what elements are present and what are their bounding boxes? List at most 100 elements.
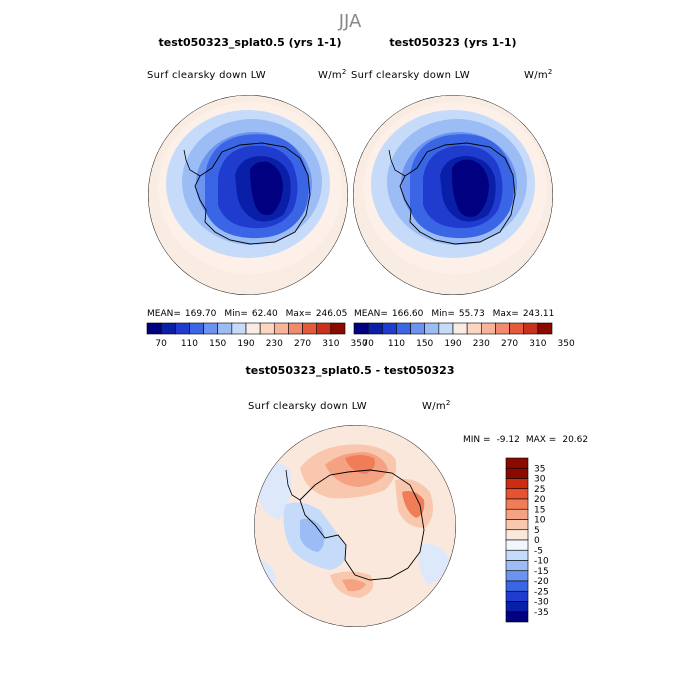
colorbar-tick-label: 30 bbox=[534, 475, 546, 485]
colorbar-swatch bbox=[288, 322, 303, 335]
panel-model: test050323_splat0.5 (yrs 1-1) Surf clear… bbox=[146, 36, 368, 349]
colorbar-swatch bbox=[505, 549, 529, 561]
colorbar-swatch bbox=[505, 580, 529, 592]
colorbar-swatch bbox=[231, 322, 247, 335]
colorbar-swatch bbox=[381, 322, 397, 335]
colorbar-tick-label: 0 bbox=[534, 536, 540, 546]
colorbar-tick-label: 270 bbox=[501, 339, 518, 349]
colorbar-swatch bbox=[273, 322, 289, 335]
colorbar-swatch bbox=[505, 570, 529, 582]
colorbar-swatch bbox=[367, 322, 383, 335]
colorbar-tick-label: 270 bbox=[294, 339, 311, 349]
colorbar-tick-label: -35 bbox=[534, 608, 549, 618]
colorbar-swatch bbox=[505, 488, 529, 500]
panel-difference: test050323_splat0.5 - test050323 Surf cl… bbox=[246, 364, 588, 627]
colorbar-swatch bbox=[480, 322, 496, 335]
colorbar-tick-label: 20 bbox=[534, 495, 546, 505]
panel-control-colorbar-ticks: 70 110 150 190 230 270 310 350 bbox=[362, 339, 575, 349]
colorbar-swatch bbox=[505, 478, 529, 490]
colorbar-swatch bbox=[217, 322, 233, 335]
colorbar-swatch bbox=[505, 539, 529, 551]
colorbar-tick-label: 70 bbox=[362, 339, 374, 349]
colorbar-swatch bbox=[505, 508, 529, 520]
colorbar-tick-label: 190 bbox=[444, 339, 461, 349]
colorbar-tick-label: 310 bbox=[529, 339, 546, 349]
panel-model-stats: MEAN= 169.70 Min= 62.40 Max= 246.05 bbox=[147, 309, 347, 319]
panel-difference-map bbox=[254, 425, 456, 627]
colorbar-tick-label: 110 bbox=[181, 339, 198, 349]
panel-control-colorbar bbox=[353, 322, 553, 335]
colorbar-tick-label: 230 bbox=[266, 339, 283, 349]
colorbar-swatch bbox=[505, 467, 529, 479]
colorbar-swatch bbox=[509, 322, 525, 335]
panel-model-units: W/m2 bbox=[318, 68, 347, 81]
colorbar-swatch bbox=[330, 322, 346, 335]
colorbar-swatch bbox=[410, 322, 426, 335]
colorbar-tick-label: 25 bbox=[534, 485, 545, 495]
colorbar-tick-label: -10 bbox=[534, 557, 549, 567]
colorbar-swatch bbox=[146, 322, 162, 335]
panel-difference-stats: MIN = -9.12 MAX = 20.62 bbox=[463, 435, 588, 445]
colorbar-tick-label: 5 bbox=[534, 526, 540, 536]
colorbar-swatch bbox=[259, 322, 275, 335]
colorbar-tick-label: -5 bbox=[534, 546, 543, 556]
colorbar-swatch bbox=[505, 590, 529, 602]
colorbar-swatch bbox=[466, 322, 482, 335]
colorbar-swatch bbox=[505, 611, 529, 623]
colorbar-swatch bbox=[505, 457, 529, 469]
panel-difference-colorbar bbox=[505, 457, 529, 623]
colorbar-swatch bbox=[302, 322, 318, 335]
colorbar-swatch bbox=[160, 322, 176, 335]
colorbar-swatch bbox=[353, 322, 369, 335]
colorbar-tick-label: 230 bbox=[473, 339, 490, 349]
panel-difference-units: W/m2 bbox=[422, 399, 451, 412]
panel-model-colorbar bbox=[146, 322, 346, 335]
colorbar-swatch bbox=[452, 322, 468, 335]
panel-control: test050323 (yrs 1-1) Surf clearsky down … bbox=[351, 36, 575, 349]
colorbar-swatch bbox=[505, 498, 529, 510]
panel-difference-title: test050323_splat0.5 - test050323 bbox=[246, 364, 455, 377]
colorbar-tick-label: 350 bbox=[351, 339, 368, 349]
colorbar-tick-label: 310 bbox=[322, 339, 339, 349]
figure-title: JJA bbox=[338, 11, 362, 32]
colorbar-tick-label: 110 bbox=[388, 339, 405, 349]
panel-control-stats: MEAN= 166.60 Min= 55.73 Max= 243.11 bbox=[354, 309, 554, 319]
panel-model-variable: Surf clearsky down LW bbox=[147, 70, 266, 81]
panel-control-variable: Surf clearsky down LW bbox=[351, 70, 470, 81]
panel-control-title: test050323 (yrs 1-1) bbox=[389, 36, 516, 49]
colorbar-swatch bbox=[316, 322, 332, 335]
colorbar-swatch bbox=[523, 322, 539, 335]
colorbar-swatch bbox=[438, 322, 454, 335]
colorbar-swatch bbox=[396, 322, 411, 335]
panel-model-title: test050323_splat0.5 (yrs 1-1) bbox=[158, 36, 341, 49]
colorbar-tick-label: 190 bbox=[237, 339, 254, 349]
colorbar-swatch bbox=[505, 560, 529, 572]
panel-difference-variable: Surf clearsky down LW bbox=[248, 401, 367, 412]
colorbar-swatch bbox=[537, 322, 553, 335]
colorbar-tick-label: 15 bbox=[534, 505, 545, 515]
colorbar-tick-label: 150 bbox=[209, 339, 226, 349]
colorbar-swatch bbox=[189, 322, 204, 335]
colorbar-swatch bbox=[495, 322, 510, 335]
colorbar-tick-label: -30 bbox=[534, 598, 549, 608]
colorbar-tick-label: -25 bbox=[534, 587, 549, 597]
panel-model-map bbox=[148, 95, 348, 295]
colorbar-tick-label: -15 bbox=[534, 567, 549, 577]
colorbar-swatch bbox=[174, 322, 190, 335]
panel-control-map bbox=[353, 95, 553, 295]
colorbar-swatch bbox=[424, 322, 440, 335]
colorbar-tick-label: 70 bbox=[155, 339, 167, 349]
colorbar-tick-label: 150 bbox=[416, 339, 433, 349]
colorbar-swatch bbox=[505, 529, 529, 541]
colorbar-tick-label: 10 bbox=[534, 516, 546, 526]
panel-model-colorbar-ticks: 70 110 150 190 230 270 310 350 bbox=[155, 339, 368, 349]
colorbar-tick-label: 350 bbox=[558, 339, 575, 349]
colorbar-tick-label: 35 bbox=[534, 464, 545, 474]
colorbar-swatch bbox=[203, 322, 219, 335]
panel-control-units: W/m2 bbox=[524, 68, 553, 81]
colorbar-swatch bbox=[505, 519, 529, 531]
colorbar-tick-label: -20 bbox=[534, 577, 549, 587]
